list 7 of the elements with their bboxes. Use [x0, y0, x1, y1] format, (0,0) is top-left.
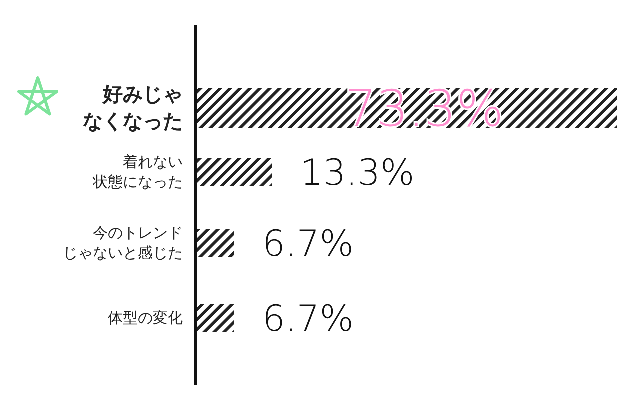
y-tick-label: 今のトレンドじゃないと感じた: [63, 222, 183, 264]
data-label: 13.3%: [300, 153, 415, 194]
data-label: 6.7%: [262, 299, 354, 340]
y-tick-label: 体型の変化: [108, 308, 183, 328]
y-tick-label: 好みじゃなくなった: [82, 81, 183, 135]
data-label: 6.7%: [262, 224, 354, 265]
y-tick-label: 着れない状態になった: [93, 152, 183, 192]
